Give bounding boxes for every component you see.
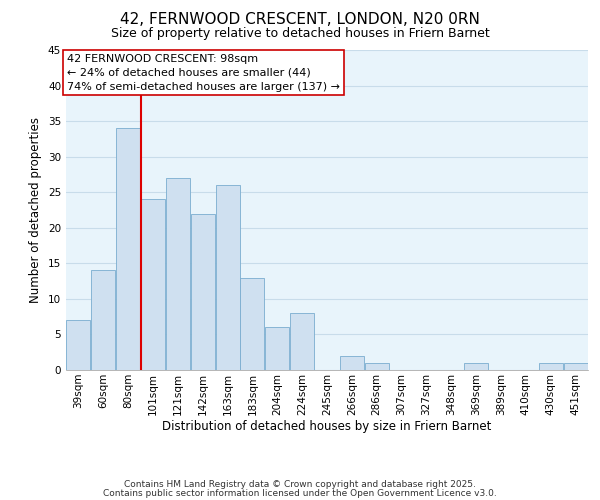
Bar xyxy=(67,320,91,370)
Bar xyxy=(141,200,165,370)
Text: Contains public sector information licensed under the Open Government Licence v3: Contains public sector information licen… xyxy=(103,488,497,498)
Bar xyxy=(116,128,140,370)
Text: 42, FERNWOOD CRESCENT, LONDON, N20 0RN: 42, FERNWOOD CRESCENT, LONDON, N20 0RN xyxy=(120,12,480,28)
Bar xyxy=(539,363,563,370)
Text: Size of property relative to detached houses in Friern Barnet: Size of property relative to detached ho… xyxy=(110,28,490,40)
Bar xyxy=(290,313,314,370)
Bar xyxy=(166,178,190,370)
Bar xyxy=(265,328,289,370)
Text: 42 FERNWOOD CRESCENT: 98sqm
← 24% of detached houses are smaller (44)
74% of sem: 42 FERNWOOD CRESCENT: 98sqm ← 24% of det… xyxy=(67,54,340,92)
Y-axis label: Number of detached properties: Number of detached properties xyxy=(29,117,43,303)
Bar xyxy=(464,363,488,370)
Bar xyxy=(91,270,115,370)
Bar xyxy=(340,356,364,370)
X-axis label: Distribution of detached houses by size in Friern Barnet: Distribution of detached houses by size … xyxy=(163,420,491,434)
Bar xyxy=(191,214,215,370)
Bar xyxy=(365,363,389,370)
Bar xyxy=(241,278,265,370)
Text: Contains HM Land Registry data © Crown copyright and database right 2025.: Contains HM Land Registry data © Crown c… xyxy=(124,480,476,489)
Bar xyxy=(563,363,587,370)
Bar xyxy=(215,185,239,370)
